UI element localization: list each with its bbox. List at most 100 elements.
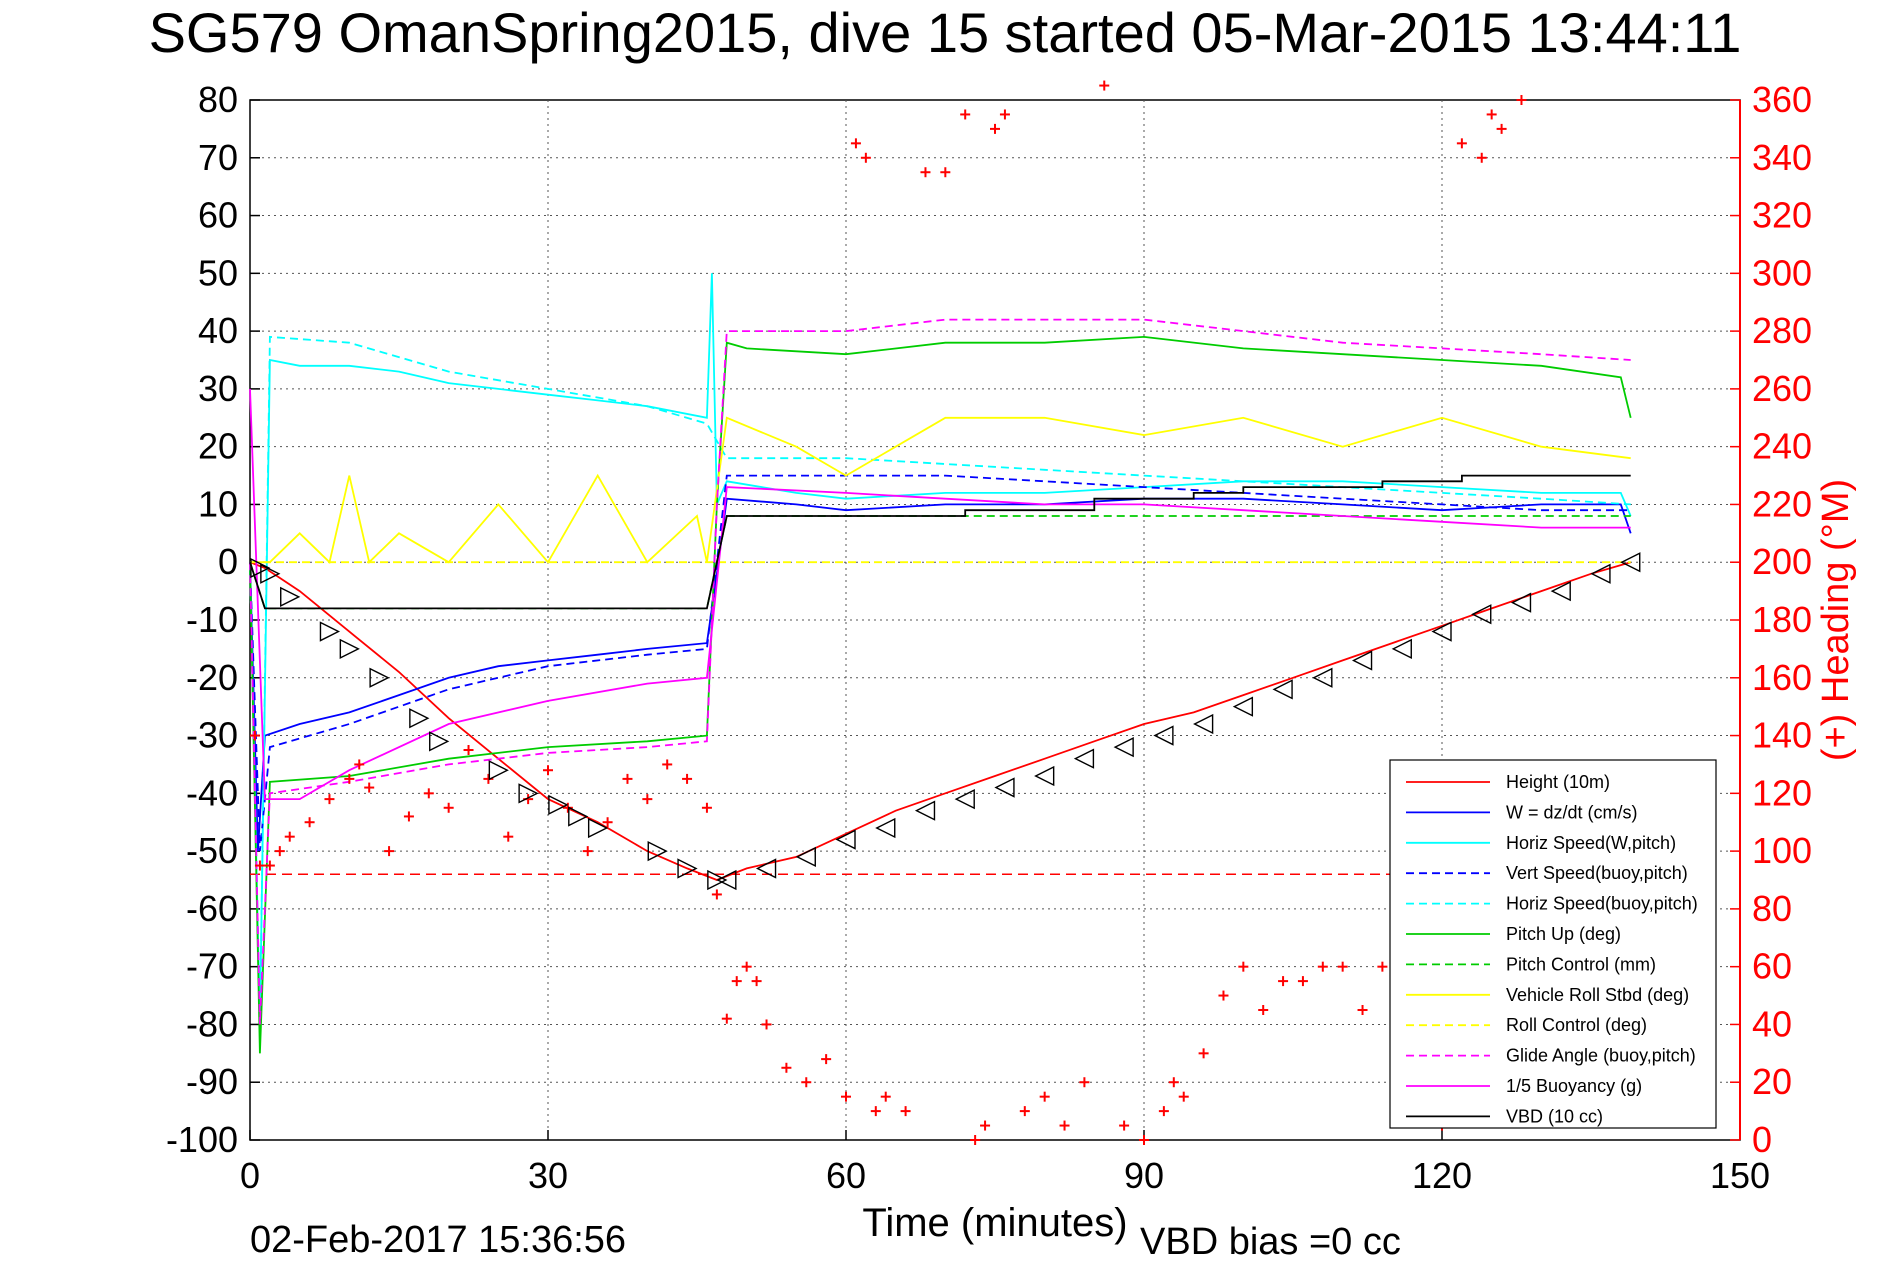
marker-up <box>1550 580 1571 602</box>
y-right-tick-label: 360 <box>1752 79 1812 120</box>
marker-down <box>587 817 609 839</box>
y-tick-label: 10 <box>198 483 238 524</box>
x-tick-label: 30 <box>528 1155 568 1196</box>
marker-up <box>1073 748 1095 769</box>
series-line <box>249 561 1631 881</box>
heading-point <box>731 976 742 987</box>
y-right-tick-label: 300 <box>1752 252 1812 293</box>
legend-label: Vehicle Roll Stbd (deg) <box>1506 985 1689 1005</box>
heading-point <box>1079 1077 1090 1088</box>
y-tick-label: -30 <box>186 715 238 756</box>
heading-point <box>503 831 514 842</box>
heading-layer <box>249 80 1527 1145</box>
heading-point <box>1516 95 1527 105</box>
heading-point <box>1357 1005 1368 1015</box>
legend-label: VBD (10 cc) <box>1506 1106 1603 1126</box>
y-right-tick-label: 100 <box>1752 830 1812 871</box>
heading-point <box>1059 1120 1070 1131</box>
legend-label: Roll Control (deg) <box>1506 1015 1647 1035</box>
marker-down <box>647 840 668 862</box>
heading-point <box>1337 961 1348 972</box>
legend-label: Pitch Up (deg) <box>1506 924 1621 944</box>
heading-point <box>249 730 260 741</box>
y-tick-label: -70 <box>186 946 238 987</box>
series-line <box>249 335 1632 1054</box>
heading-point <box>254 860 265 871</box>
heading-point <box>781 1062 792 1073</box>
legend: Height (10m) W = dz/dt (cm/s) Horiz Speed(… <box>1389 759 1717 1129</box>
y-tick-label: -90 <box>186 1061 238 1102</box>
y-tick-label: -40 <box>186 772 238 813</box>
legend-label: 1/5 Buoyancy (g) <box>1506 1076 1642 1096</box>
legend-label: W = dz/dt (cm/s) <box>1506 802 1638 822</box>
heading-point <box>1476 152 1487 163</box>
y-right-tick-label: 180 <box>1752 599 1812 640</box>
heading-point <box>870 1106 881 1117</box>
y-right-tick-label: 240 <box>1752 426 1812 467</box>
marker-up <box>835 829 856 850</box>
heading-point <box>682 773 693 784</box>
x-tick-label: 60 <box>826 1155 866 1196</box>
y-tick-label: 40 <box>198 310 238 351</box>
y-right-tick-label: 340 <box>1752 137 1812 178</box>
heading-point <box>761 1019 772 1030</box>
marker-up <box>1510 592 1532 613</box>
y-tick-label: -80 <box>186 1003 238 1044</box>
heading-point <box>443 802 454 813</box>
y-right-tick-label: 220 <box>1752 483 1812 524</box>
heading-point <box>920 167 931 178</box>
marker-up <box>1391 638 1412 660</box>
y-right-tick-label: 280 <box>1752 310 1812 351</box>
marker-down <box>319 621 341 642</box>
heading-point <box>463 745 474 755</box>
y-tick-label: -10 <box>186 599 238 640</box>
series-line <box>249 474 1631 852</box>
heading-point <box>1139 1135 1149 1145</box>
left-axis-ticks: 80 70 60 50 40 30 20 10 0 -10 -20 -30 -40 -50 -60 -70 -8… <box>166 79 260 1160</box>
heading-point <box>324 794 335 805</box>
y-right-tick-label: 140 <box>1752 715 1812 756</box>
marker-up <box>1620 552 1641 573</box>
series-line <box>250 416 1631 564</box>
y-tick-label: -50 <box>186 830 238 871</box>
heading-point <box>880 1091 891 1102</box>
heading-point <box>741 961 752 972</box>
legend-box <box>1389 759 1717 1129</box>
heading-point <box>999 109 1010 120</box>
marker-up <box>1590 563 1611 584</box>
x-axis-label: Time (minutes) <box>862 1201 1127 1245</box>
marker-down <box>280 586 301 608</box>
legend-label: Glide Angle (buoy,pitch) <box>1506 1046 1696 1066</box>
marker-down <box>707 869 728 891</box>
heading-point <box>562 802 573 813</box>
heading-point <box>1019 1106 1030 1117</box>
y-tick-label: 70 <box>198 137 238 178</box>
heading-point <box>284 831 295 842</box>
marker-down <box>488 760 509 781</box>
timestamp: 02-Feb-2017 15:36:56 <box>250 1219 626 1261</box>
x-axis-ticks: 0 30 60 90 120 150 <box>240 1130 1770 1196</box>
marker-up <box>716 869 737 891</box>
marker-layer <box>250 552 1641 891</box>
heading-point <box>970 1135 981 1145</box>
marker-up <box>1431 621 1452 642</box>
heading-point <box>543 765 553 776</box>
heading-point <box>662 759 673 770</box>
heading-point <box>602 817 613 828</box>
y-tick-label: -20 <box>186 657 238 698</box>
heading-point <box>1198 1048 1209 1059</box>
heading-point <box>1258 1005 1269 1015</box>
heading-point <box>1496 123 1507 134</box>
heading-point <box>860 152 871 163</box>
y-right-tick-label: 160 <box>1752 657 1812 698</box>
heading-point <box>423 788 434 799</box>
legend-label: Pitch Control (mm) <box>1506 954 1656 974</box>
heading-point <box>1238 961 1249 972</box>
heading-point <box>1317 961 1328 972</box>
heading-point <box>304 817 315 828</box>
legend-label: Vert Speed(buoy,pitch) <box>1506 863 1688 883</box>
heading-point <box>801 1077 812 1088</box>
heading-point <box>1456 138 1467 149</box>
heading-point <box>274 846 285 857</box>
chart-title: SG579 OmanSpring2015, dive 15 started 05… <box>149 1 1742 64</box>
